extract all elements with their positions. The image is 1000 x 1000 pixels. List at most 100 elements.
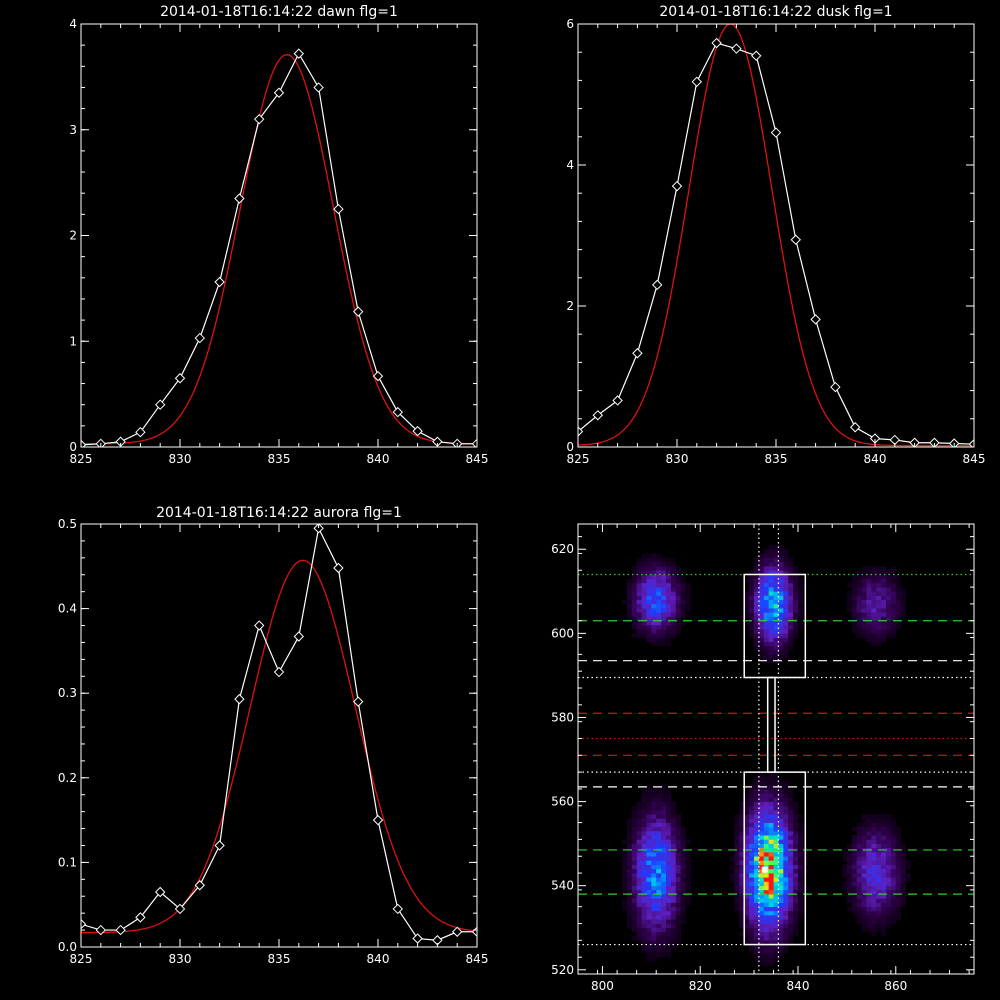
heatmap-cell [636,831,642,836]
heatmap-cell [773,881,779,886]
heatmap-cell [788,561,794,567]
heatmap-cell [631,881,637,886]
data-point [293,48,305,59]
heatmap-cell [793,591,799,596]
heatmap-cell [866,822,872,828]
heatmap-cell [749,822,755,828]
data-point [471,438,477,447]
heatmap-cell [788,801,794,807]
heatmap-cell [661,835,667,840]
heatmap-cell [739,801,745,807]
heatmap-cell [641,599,647,605]
heatmap-cell [744,805,750,811]
heatmap-cell [895,881,901,886]
heatmap-cell [773,894,779,899]
data-point [651,279,663,291]
heatmap-cell [744,595,750,601]
heatmap-cell [666,931,672,937]
heatmap-cell [783,831,789,836]
heatmap-cell [646,910,652,916]
heatmap-cell [798,902,804,908]
heatmap-cell [636,877,642,882]
heatmap-cell [861,881,867,886]
heatmap-cell [651,944,657,950]
heatmap-cell [744,826,750,832]
heatmap-cell [739,847,745,853]
heatmap-cell [871,814,877,819]
heatmap-cell [758,877,765,882]
heatmap-cell [651,629,657,634]
heatmap-cell [739,898,745,903]
heatmap-cell [890,608,897,613]
heatmap-cell [661,889,667,895]
heatmap-cell [744,591,750,596]
heatmap-cell [861,919,867,924]
heatmap-cell [763,582,769,588]
data-point [135,912,146,923]
heatmap-cell [861,582,867,588]
heatmap-cell [890,616,897,622]
heatmap-cell [768,788,774,794]
heatmap-cell [846,595,853,601]
heatmap-cell [675,582,681,588]
heatmap-cell [773,797,779,802]
heatmap-cell [881,898,887,903]
heatmap-cell [666,902,672,908]
heatmap-cell [871,915,877,920]
heatmap-cell [675,831,681,836]
heatmap-cell [651,566,657,571]
heatmap-cell [768,574,774,579]
heatmap-cell [622,868,628,874]
heatmap-cell [866,608,872,613]
heatmap-cell [768,906,774,912]
heatmap-cell [851,595,857,601]
heatmap-cell [631,633,637,638]
heatmap-cell [666,944,672,950]
heatmap-cell [641,915,647,920]
heatmap-cell [749,599,755,605]
heatmap-cell [763,566,769,571]
heatmap-cell [631,873,637,878]
heatmap-cell [758,952,765,958]
heatmap-cell [675,578,681,584]
heatmap-cell [788,641,794,647]
heatmap-cell [675,868,681,874]
heatmap-cell [758,578,765,584]
heatmap-cell [754,595,760,601]
heatmap-cell [739,931,745,937]
heatmap-cell [754,784,760,790]
heatmap-cell [661,822,667,828]
heatmap-cell [651,578,657,584]
heatmap-cell [744,931,750,937]
heatmap-cell [739,885,745,891]
heatmap-cell [646,831,652,836]
heatmap-cell [744,578,750,584]
heatmap-cell [778,629,784,634]
heatmap-cell [773,936,779,941]
heatmap-cell [636,906,642,912]
heatmap-cell [636,570,642,575]
heatmap-cell [651,931,657,937]
heatmap-cell [763,856,769,861]
y-tick-label: 0.1 [58,855,77,869]
heatmap-cell [788,818,794,823]
heatmap-cell [758,805,765,811]
heatmap-cell [631,582,637,588]
heatmap-cell [763,616,769,622]
heatmap-cell [646,818,652,823]
heatmap-cell [651,582,657,588]
heatmap-cell [758,574,765,579]
heatmap-cell [773,885,779,891]
heatmap-cell [739,873,745,878]
heatmap-cell [763,927,769,933]
heatmap-cell [744,839,750,844]
heatmap-cell [773,952,779,958]
heatmap-cell [798,839,804,844]
heatmap-cell [783,889,789,895]
heatmap-cell [871,595,877,601]
heatmap-cell [744,936,750,941]
heatmap-cell [641,629,647,634]
heatmap-cell [626,898,633,903]
heatmap-cell [856,864,862,870]
heatmap-cell [758,944,765,950]
